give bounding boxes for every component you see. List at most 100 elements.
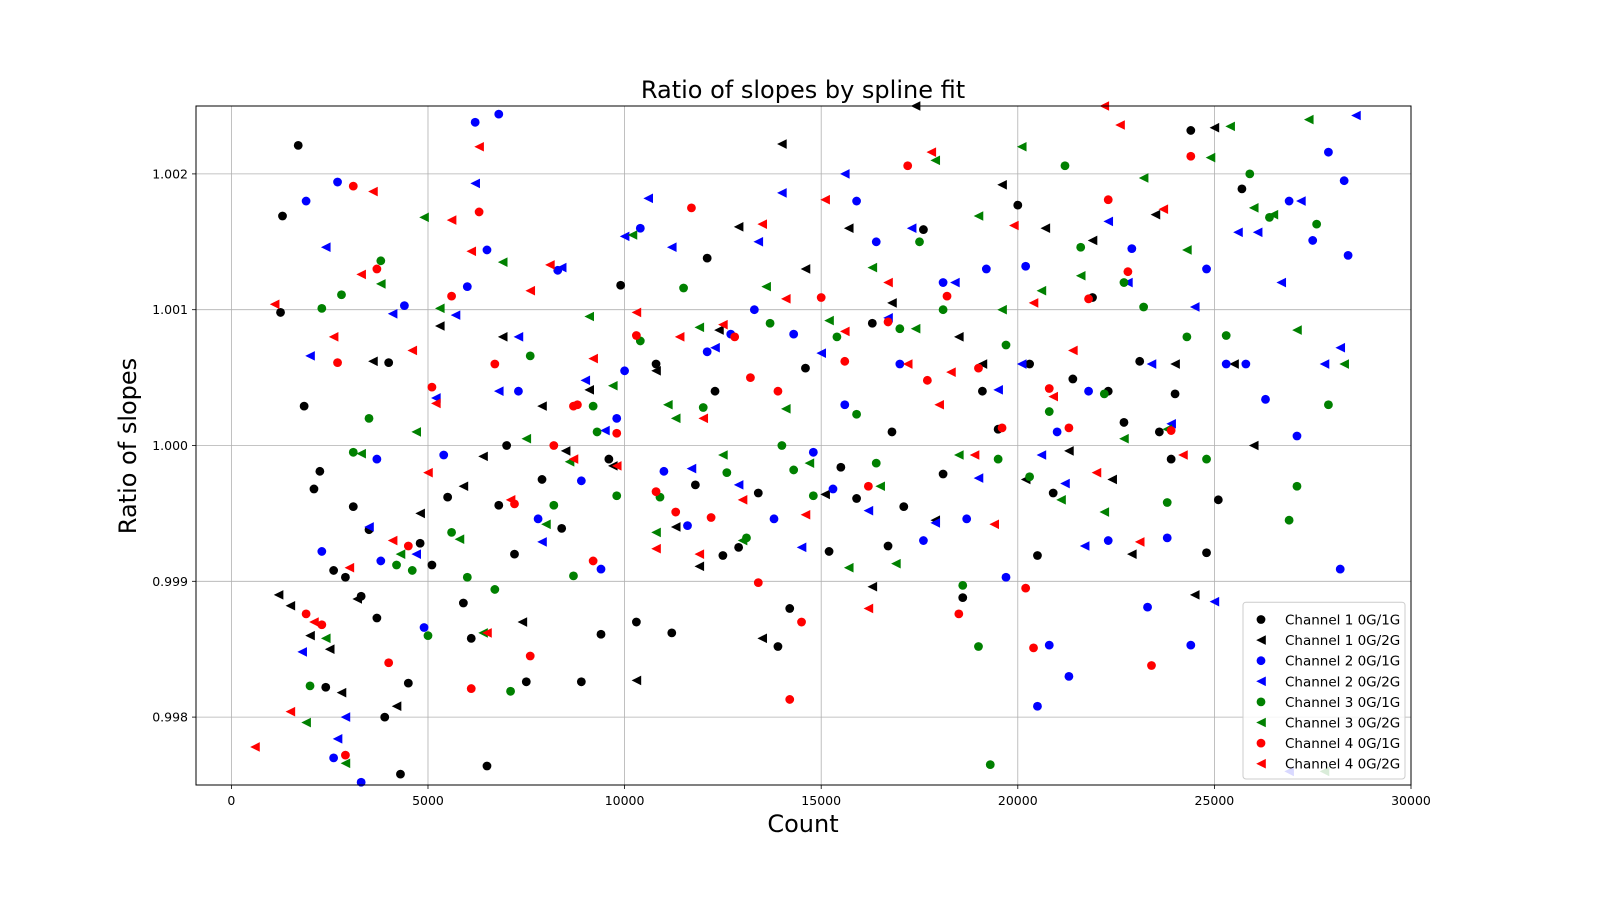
data-point [619, 231, 630, 242]
data-point [895, 359, 905, 369]
data-point [1292, 325, 1302, 335]
data-point [533, 514, 543, 524]
data-point [1225, 121, 1235, 132]
data-point [1064, 671, 1074, 681]
data-point [883, 541, 893, 551]
data-point [497, 332, 508, 342]
data-point [733, 480, 744, 490]
data-point [702, 347, 712, 357]
data-point [446, 215, 457, 225]
data-point [407, 566, 417, 575]
data-point [1252, 227, 1263, 238]
data-point [1103, 536, 1113, 545]
data-point [494, 500, 504, 510]
data-point [333, 358, 342, 368]
data-point [1335, 564, 1345, 574]
data-point [502, 441, 512, 450]
data-point [285, 600, 296, 611]
data-point [1134, 537, 1145, 547]
data-point [773, 386, 783, 396]
data-point [820, 489, 830, 500]
data-point [839, 326, 850, 337]
data-point [631, 331, 641, 340]
data-point [993, 385, 1003, 395]
data-point [1335, 342, 1346, 353]
data-point [1036, 285, 1047, 296]
data-point [734, 542, 744, 552]
data-point [592, 427, 602, 437]
data-point [431, 398, 441, 409]
data-point [702, 253, 712, 263]
data-point [1099, 507, 1110, 517]
data-point [753, 578, 763, 588]
data-point [1324, 400, 1333, 410]
data-point [785, 695, 795, 704]
data-point [820, 194, 830, 205]
data-point [434, 303, 445, 314]
data-point [1076, 242, 1086, 252]
data-point [1033, 551, 1042, 560]
data-point [576, 476, 586, 486]
data-point [958, 580, 968, 590]
data-point [1162, 498, 1172, 507]
data-point [454, 534, 465, 545]
data-point [1339, 176, 1349, 186]
data-point [494, 109, 504, 119]
data-point [1186, 640, 1196, 650]
data-point [395, 549, 406, 559]
data-point [384, 358, 394, 368]
data-point [419, 623, 429, 632]
data-point [439, 450, 449, 460]
data-point [596, 629, 606, 639]
data-point [808, 491, 818, 501]
data-point [344, 562, 355, 573]
data-point [1052, 427, 1062, 437]
data-point [1284, 515, 1294, 525]
data-point [411, 427, 421, 437]
data-point [670, 413, 681, 424]
data-point [329, 753, 339, 763]
data-point [643, 193, 653, 204]
data-point [588, 556, 598, 566]
data-point [785, 604, 795, 613]
data-point [423, 631, 433, 641]
data-point [1221, 359, 1231, 369]
data-point [584, 385, 595, 395]
data-point [1119, 418, 1129, 427]
data-point [604, 454, 614, 464]
data-point [317, 303, 327, 313]
data-point [434, 321, 445, 331]
data-point [364, 413, 374, 423]
data-point [568, 454, 579, 464]
data-point [651, 543, 661, 554]
data-point [954, 450, 964, 460]
data-point [1025, 359, 1034, 369]
data-point [836, 462, 846, 472]
data-point [1292, 431, 1302, 441]
data-point [620, 366, 629, 376]
data-point [1103, 216, 1114, 227]
data-point [1324, 147, 1333, 157]
data-point [341, 572, 350, 582]
data-point [301, 196, 311, 206]
data-point [399, 301, 409, 311]
data-point [832, 332, 842, 342]
legend-label: Channel 3 0G/1G [1285, 695, 1400, 711]
data-point [478, 451, 488, 462]
data-point [1166, 454, 1176, 464]
data-point [541, 519, 551, 530]
data-point [415, 538, 425, 548]
data-point [1036, 450, 1047, 460]
data-point [517, 617, 528, 627]
x-tick-label: 15000 [801, 793, 841, 808]
data-point [690, 480, 700, 490]
data-point [372, 613, 382, 623]
data-point [376, 256, 386, 266]
data-point [871, 458, 881, 468]
chart-title: Ratio of slopes by spline fit [641, 76, 965, 104]
y-axis: 0.998 0.999 1.000 1.001 1.002 [152, 166, 196, 725]
data-point [332, 734, 343, 744]
data-point [1202, 264, 1211, 274]
x-tick-label: 20000 [998, 793, 1038, 808]
data-point [470, 117, 480, 127]
